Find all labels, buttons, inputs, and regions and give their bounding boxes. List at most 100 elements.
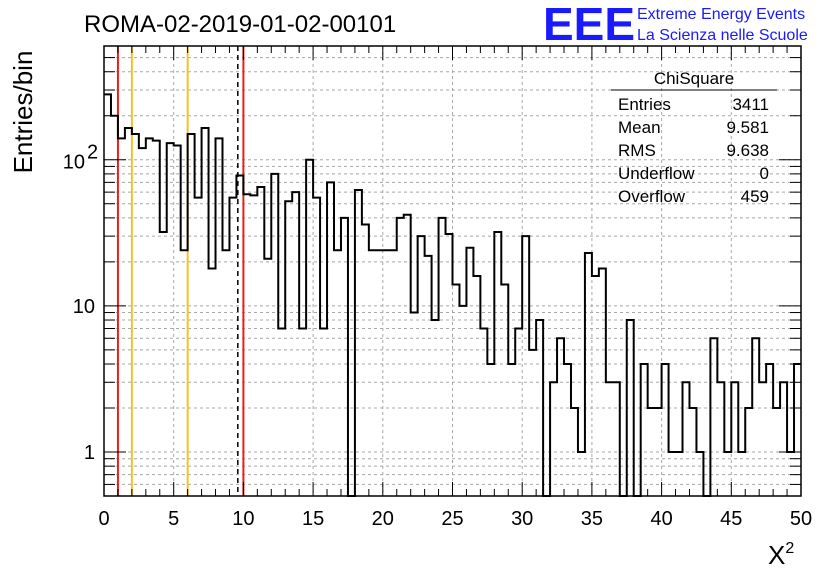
histogram [104, 93, 801, 497]
histogram-bin [759, 382, 766, 496]
stats-value: 9.638 [726, 141, 769, 160]
x-tick-label: 5 [168, 508, 179, 530]
stats-value: 0 [760, 164, 769, 183]
histogram-bin [229, 198, 236, 496]
histogram-bin [125, 128, 132, 496]
histogram-bin [453, 285, 460, 496]
histogram-bin [522, 236, 529, 496]
histogram-bin [264, 259, 271, 496]
stats-label: Overflow [618, 187, 686, 206]
histogram-bin [250, 195, 257, 496]
histogram-bin [278, 329, 285, 496]
x-tick-label: 50 [790, 508, 812, 530]
y-tick-label-exponent: 2 [87, 142, 98, 164]
histogram-bin [487, 364, 494, 496]
histogram-bin [683, 382, 690, 496]
x-tick-label: 35 [581, 508, 603, 530]
histogram-bin [606, 382, 613, 496]
histogram-bin [320, 329, 327, 496]
histogram-bin [425, 256, 432, 496]
histogram-bin [780, 382, 787, 496]
histogram-bin [550, 382, 557, 496]
histogram-bin [404, 215, 411, 496]
x-tick-label: 45 [720, 508, 742, 530]
stats-label: Mean [618, 118, 661, 137]
histogram-bin [508, 364, 515, 496]
histogram-bin [195, 198, 202, 496]
stats-box: ChiSquare Entries 3411 Mean 9.581 RMS 9.638 Un… [611, 69, 777, 206]
histogram-bin [439, 218, 446, 496]
axis-ticks [103, 45, 802, 497]
histogram-bin [585, 253, 592, 496]
histogram-bin [104, 94, 111, 496]
histogram-bin [752, 338, 759, 496]
histogram-bin [529, 350, 536, 496]
chart-title: ROMA-02-2019-01-02-00101 [84, 11, 396, 38]
logo-line1: Extreme Energy Events [637, 6, 805, 23]
histogram-bin [473, 276, 480, 496]
x-tick-label: 40 [650, 508, 672, 530]
y-tick-label: 10 [73, 296, 95, 318]
histogram-bin [662, 364, 669, 496]
histogram-bin [397, 218, 404, 496]
histogram-bin [480, 329, 487, 496]
histogram-bin [641, 364, 648, 496]
x-tick-label: 10 [232, 508, 254, 530]
reference-lines [116, 46, 245, 496]
histogram-bin [418, 236, 425, 496]
histogram-bin [794, 364, 801, 496]
histogram-bin [188, 134, 195, 496]
logo-text: EEE [543, 0, 635, 50]
stats-title: ChiSquare [654, 69, 734, 88]
histogram-bin [446, 234, 453, 496]
x-tick-label: 30 [511, 508, 533, 530]
histogram-bin [613, 382, 620, 496]
histogram-bin [313, 198, 320, 496]
histogram-bin [257, 187, 264, 496]
histogram-bin [459, 306, 466, 496]
histogram-bin [299, 329, 306, 496]
histogram-bin [362, 225, 369, 496]
histogram-bin [710, 338, 717, 496]
histogram-bin [731, 382, 738, 496]
eee-logo: EEE Extreme Energy Events La Scienza nel… [543, 0, 808, 50]
histogram-bin [327, 182, 334, 496]
x-tick-label: 20 [372, 508, 394, 530]
x-tick-label: 25 [441, 508, 463, 530]
stats-value: 3411 [732, 95, 769, 114]
stats-value: 459 [741, 187, 769, 206]
histogram-bin [564, 364, 571, 496]
stats-label: RMS [618, 141, 656, 160]
stats-label: Underflow [618, 164, 695, 183]
histogram-bin [139, 148, 146, 496]
stats-value: 9.581 [726, 118, 769, 137]
stats-rows: Entries 3411 Mean 9.581 RMS 9.638 Underflow 0 Ov… [618, 95, 769, 206]
histogram-bin [153, 141, 160, 496]
histogram-bin [501, 285, 508, 496]
histogram-bin [174, 146, 181, 496]
histogram-bin [132, 134, 139, 496]
histogram-bin [292, 192, 299, 496]
histogram-bin [557, 338, 564, 496]
histogram-outline [104, 93, 801, 497]
y-tick-label: 1 [84, 442, 95, 464]
stats-label: Entries [618, 95, 671, 114]
y-axis-title: Entries/bin [8, 51, 38, 174]
histogram-bin [592, 276, 599, 496]
x-tick-label: 0 [98, 508, 109, 530]
histogram-bin [717, 382, 724, 496]
histogram-bin [341, 218, 348, 496]
histogram-bin [202, 128, 209, 496]
histogram-bin [411, 313, 418, 496]
histogram-bin [515, 329, 522, 496]
histogram-bin [271, 174, 278, 496]
histogram-bin [243, 194, 250, 496]
x-tick-label: 15 [302, 508, 324, 530]
logo-line2: La Scienza nelle Scuole [637, 27, 808, 44]
x-axis-title: X2 [768, 540, 794, 570]
y-tick-label: 10 [63, 152, 85, 174]
histogram-bin [766, 364, 773, 496]
histogram-bin [306, 160, 313, 496]
